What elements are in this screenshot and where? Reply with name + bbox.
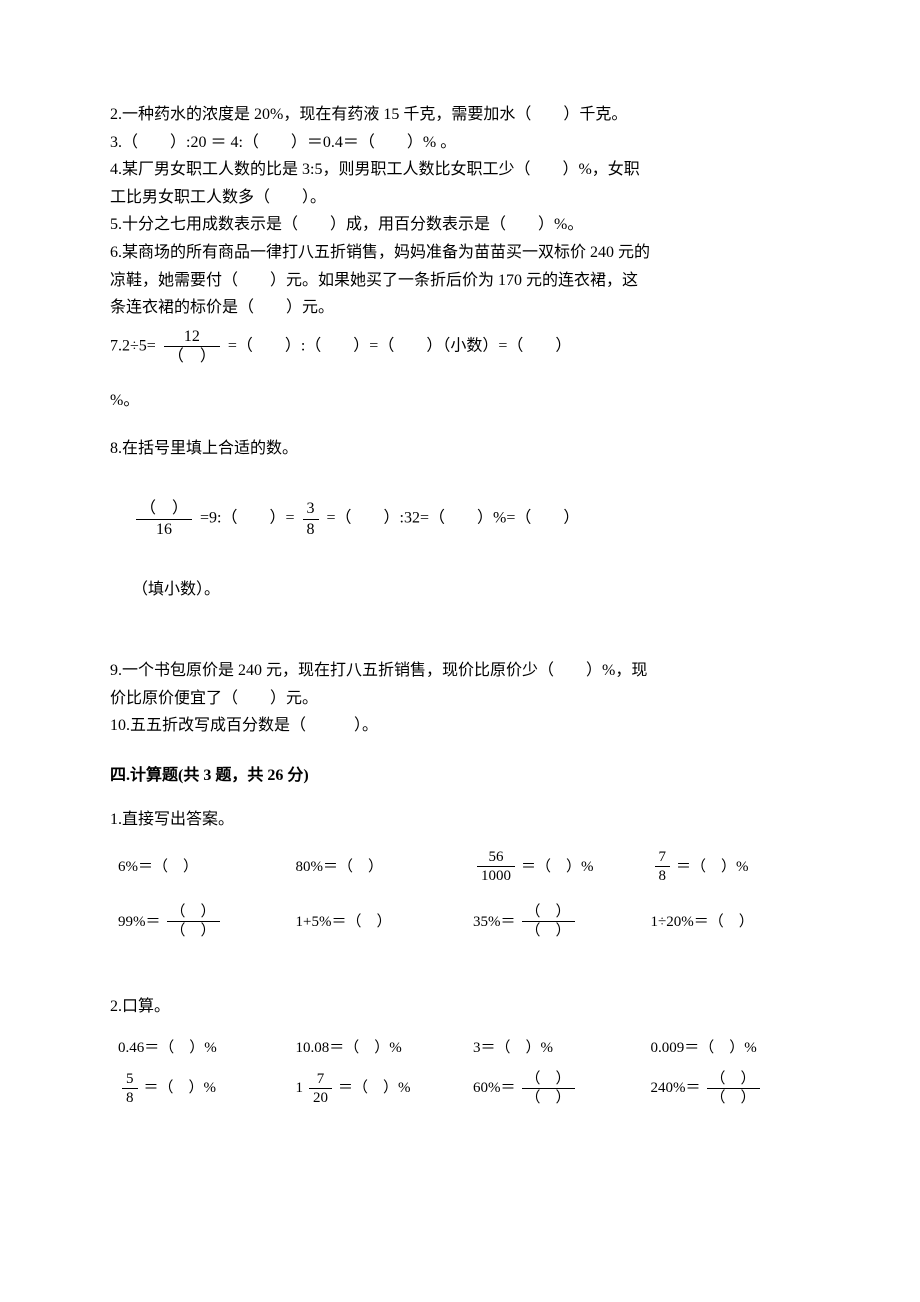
question-8-expr: （ ） 16 =9:（ ）= 3 8 =（ ）:32=（ ）%=（ ） <box>132 499 820 538</box>
question-7: 7.2÷5= 12 （ ） =（ ）:（ ）=（ ）（小数）=（ ） <box>110 327 820 366</box>
question-4-line1: 4.某厂男女职工人数的比是 3:5，则男职工人数比女职工少（ ）%，女职 <box>110 157 820 183</box>
c2e-bot: 8 <box>122 1089 138 1107</box>
c2f-post: ＝（ ）% <box>338 1076 411 1100</box>
question-9-line1: 9.一个书包原价是 240 元，现在打八五折销售，现价比原价少（ ）%，现 <box>110 658 820 684</box>
question-6-line1: 6.某商场的所有商品一律打八五折销售，妈妈准备为苗苗买一双标价 240 元的 <box>110 240 820 266</box>
c1a: 6%＝（ ） <box>118 855 288 879</box>
c2g-top: （ ） <box>522 1070 575 1089</box>
c1d-post: ＝（ ）% <box>676 855 749 879</box>
c1e-pre: 99%＝ <box>118 910 161 934</box>
c2h-top: （ ） <box>707 1070 760 1089</box>
c1d: 7 8 ＝（ ）% <box>651 848 821 885</box>
c2e-frac: 5 8 <box>122 1070 138 1107</box>
q8-frac2: 3 8 <box>303 499 319 538</box>
q7-frac-bot: （ ） <box>164 347 220 366</box>
page: 2.一种药水的浓度是 20%，现在有药液 15 千克，需要加水（ ）千克。 3.… <box>0 0 920 1302</box>
c2g-frac: （ ） （ ） <box>522 1070 575 1107</box>
q8-frac2-bot: 8 <box>303 520 319 539</box>
c2e-post: ＝（ ）% <box>144 1076 217 1100</box>
c2b: 10.08＝（ ）% <box>296 1036 466 1060</box>
question-6-line3: 条连衣裙的标价是（ ）元。 <box>110 295 820 321</box>
c1d-frac: 7 8 <box>655 848 671 885</box>
q7-end: %。 <box>110 388 820 414</box>
c1g-frac: （ ） （ ） <box>522 903 575 940</box>
question-9-line2: 价比原价便宜了（ ）元。 <box>110 686 820 712</box>
problem-1-title: 1.直接写出答案。 <box>110 807 820 833</box>
question-8-title: 8.在括号里填上合适的数。 <box>110 436 820 462</box>
c1c-post: ＝（ ）% <box>521 855 594 879</box>
c1g-top: （ ） <box>522 903 575 922</box>
c1e-top: （ ） <box>167 903 220 922</box>
section-4-title: 四.计算题(共 3 题，共 26 分) <box>110 763 820 789</box>
c1h: 1÷20%＝（ ） <box>651 910 821 934</box>
q8-tail: （填小数）。 <box>132 577 820 603</box>
c2g-pre: 60%＝ <box>473 1076 516 1100</box>
c1c-bot: 1000 <box>477 867 515 885</box>
c2c: 3＝（ ）% <box>473 1036 643 1060</box>
c1b: 80%＝（ ） <box>296 855 466 879</box>
c1f: 1+5%＝（ ） <box>296 910 466 934</box>
q8-mid2: =（ ）:32=（ ）%=（ ） <box>327 510 580 527</box>
q7-fraction: 12 （ ） <box>164 327 220 366</box>
c2e-top: 5 <box>122 1070 138 1089</box>
c2h-pre: 240%＝ <box>651 1076 701 1100</box>
c1g-pre: 35%＝ <box>473 910 516 934</box>
q8-frac2-top: 3 <box>303 499 319 519</box>
problem-2-title: 2.口算。 <box>110 994 820 1020</box>
c2h-bot: （ ） <box>707 1089 760 1107</box>
q7-prefix: 7.2÷5= <box>110 337 160 354</box>
c1e-bot: （ ） <box>167 922 220 940</box>
c1c-frac: 56 1000 <box>477 848 515 885</box>
c2a: 0.46＝（ ）% <box>118 1036 288 1060</box>
q8-frac1: （ ） 16 <box>136 499 192 538</box>
question-4-line2: 工比男女职工人数多（ ）。 <box>110 185 820 211</box>
question-2: 2.一种药水的浓度是 20%，现在有药液 15 千克，需要加水（ ）千克。 <box>110 102 820 128</box>
q8-frac1-bot: 16 <box>136 520 192 539</box>
q8-mid1: =9:（ ）= <box>200 510 299 527</box>
c2e: 5 8 ＝（ ）% <box>118 1070 288 1107</box>
c1e: 99%＝ （ ） （ ） <box>118 903 288 940</box>
calc-grid-1: 6%＝（ ） 80%＝（ ） 56 1000 ＝（ ）% 7 8 ＝（ ）% 9… <box>118 848 820 940</box>
question-3: 3.（ ）:20 ＝ 4:（ ）＝0.4＝（ ）% 。 <box>110 130 820 156</box>
question-6-line2: 凉鞋，她需要付（ ）元。如果她买了一条折后价为 170 元的连衣裙，这 <box>110 268 820 294</box>
c1d-bot: 8 <box>655 867 671 885</box>
calc-grid-2: 0.46＝（ ）% 10.08＝（ ）% 3＝（ ）% 0.009＝（ ）% 5… <box>118 1036 820 1107</box>
c2f-top: 7 <box>309 1070 332 1089</box>
c1c: 56 1000 ＝（ ）% <box>473 848 643 885</box>
question-10: 10.五五折改写成百分数是（ ）。 <box>110 713 820 739</box>
c2f-frac: 7 20 <box>309 1070 332 1107</box>
q8-frac1-top: （ ） <box>136 499 192 519</box>
c1c-top: 56 <box>477 848 515 867</box>
c1e-frac: （ ） （ ） <box>167 903 220 940</box>
c2h-frac: （ ） （ ） <box>707 1070 760 1107</box>
c2f-pre: 1 <box>296 1076 304 1100</box>
c2g: 60%＝ （ ） （ ） <box>473 1070 643 1107</box>
c2f-bot: 20 <box>309 1089 332 1107</box>
c2g-bot: （ ） <box>522 1089 575 1107</box>
c1d-top: 7 <box>655 848 671 867</box>
question-5: 5.十分之七用成数表示是（ ）成，用百分数表示是（ ）%。 <box>110 212 820 238</box>
q7-mid: =（ ）:（ ）=（ ）（小数）=（ ） <box>228 337 572 354</box>
c1g-bot: （ ） <box>522 922 575 940</box>
c2d: 0.009＝（ ）% <box>651 1036 821 1060</box>
c2h: 240%＝ （ ） （ ） <box>651 1070 821 1107</box>
c1g: 35%＝ （ ） （ ） <box>473 903 643 940</box>
q7-frac-top: 12 <box>164 327 220 347</box>
c2f: 1 7 20 ＝（ ）% <box>296 1070 466 1107</box>
